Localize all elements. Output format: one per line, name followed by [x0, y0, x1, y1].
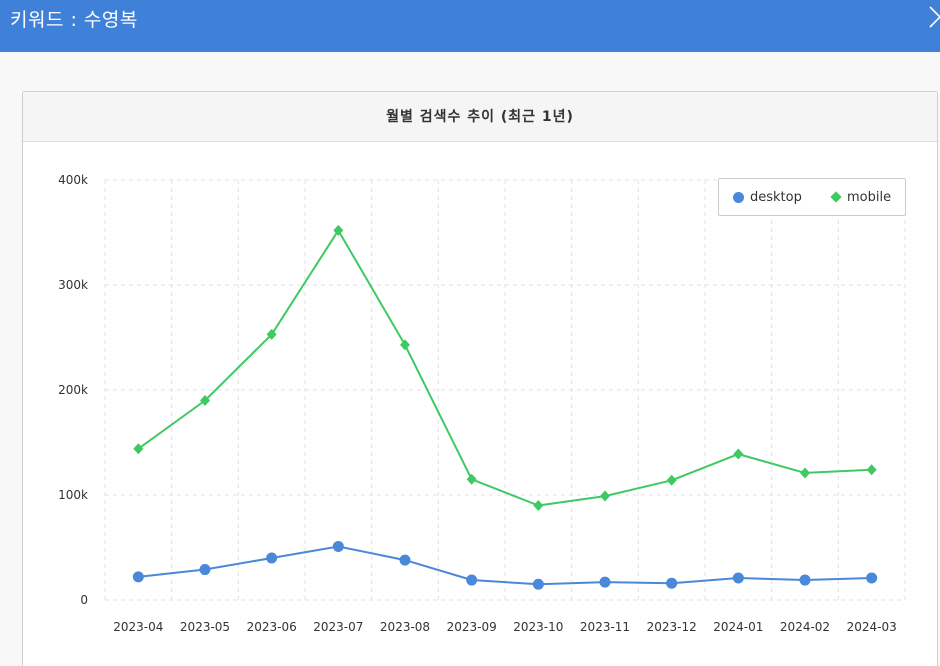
legend-circle-icon [733, 191, 744, 203]
x-tick-label: 2023-12 [647, 620, 697, 634]
data-point-mobile [600, 490, 610, 502]
data-point-mobile [666, 474, 677, 486]
legend-diamond-icon [830, 191, 842, 203]
x-tick-label: 2024-03 [847, 620, 897, 634]
x-tick-label: 2023-04 [113, 620, 163, 634]
data-point-mobile [733, 448, 744, 460]
data-point-mobile [533, 500, 544, 511]
data-point-mobile [133, 443, 144, 455]
data-point-desktop [732, 572, 744, 584]
data-point-desktop [532, 578, 544, 590]
x-tick-label: 2023-07 [313, 620, 363, 634]
chart-panel: 월별 검색수 추이 (최근 1년) [22, 91, 938, 666]
data-point-mobile [466, 473, 477, 485]
x-tick-label: 2023-08 [380, 620, 430, 634]
data-point-mobile [200, 395, 210, 406]
data-point-desktop [132, 571, 144, 583]
data-point-mobile [800, 467, 810, 479]
data-point-desktop [599, 576, 611, 588]
data-point-mobile [400, 339, 410, 351]
x-tick-label: 2023-06 [247, 620, 297, 634]
data-point-desktop [866, 572, 878, 584]
data-point-mobile [333, 224, 344, 236]
x-tick-label: 2023-09 [447, 620, 497, 634]
x-tick-label: 2024-01 [713, 620, 763, 634]
x-tick-label: 2023-05 [180, 620, 230, 634]
y-tick-label: 0 [80, 593, 88, 607]
x-tick-label: 2023-10 [513, 620, 563, 634]
chart-panel-header: 월별 검색수 추이 (최근 1년) [23, 92, 937, 142]
legend-label-desktop: desktop [750, 189, 802, 205]
chart-legend: desktop mobile [718, 178, 906, 216]
y-tick-label: 400k [58, 173, 88, 187]
series-line-desktop [138, 545, 872, 586]
x-tick-label: 2024-02 [780, 620, 830, 634]
chart-title: 월별 검색수 추이 (최근 1년) [386, 109, 574, 125]
data-point-mobile [866, 464, 877, 476]
y-tick-label: 100k [58, 488, 88, 502]
y-tick-label: 200k [58, 383, 88, 397]
data-point-desktop [666, 577, 678, 589]
data-point-desktop [199, 564, 211, 576]
legend-item-desktop[interactable]: desktop [733, 179, 802, 215]
legend-item-mobile[interactable]: mobile [830, 179, 892, 215]
series-line-mobile [137, 229, 872, 507]
dialog-header: 키워드 : 수영복 [0, 0, 940, 52]
data-point-desktop [399, 554, 411, 566]
legend-label-mobile: mobile [847, 189, 892, 205]
data-point-desktop [466, 574, 478, 586]
close-icon[interactable] [929, 6, 940, 28]
data-point-desktop [332, 540, 344, 552]
x-tick-label: 2023-11 [580, 620, 630, 634]
data-point-desktop [799, 574, 811, 586]
y-tick-label: 300k [58, 278, 88, 292]
keyword-title: 키워드 : 수영복 [10, 9, 138, 31]
data-point-mobile [266, 328, 277, 340]
data-point-desktop [266, 552, 278, 564]
